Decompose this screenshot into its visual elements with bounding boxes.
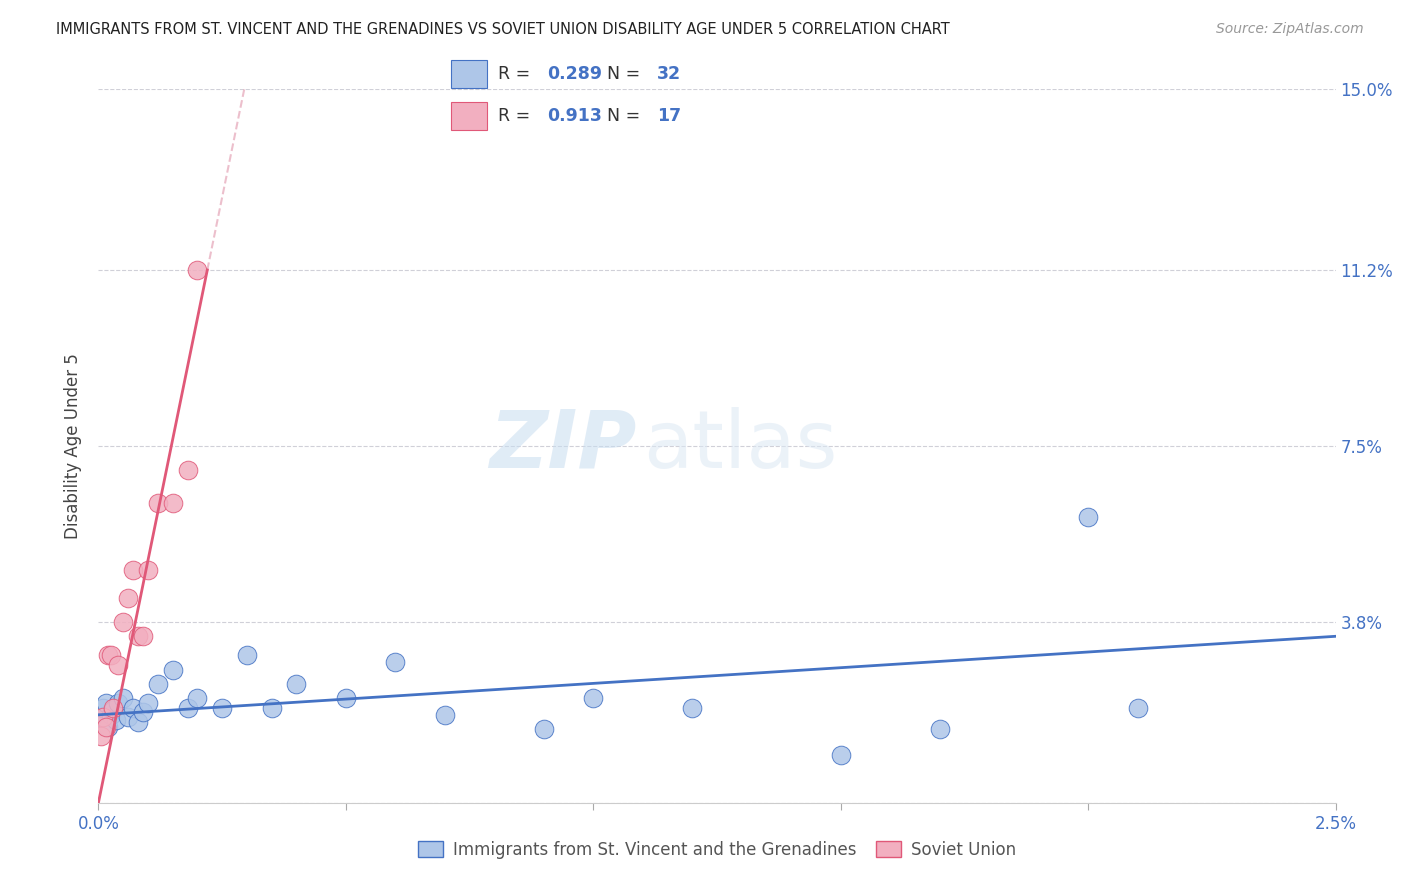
- Text: IMMIGRANTS FROM ST. VINCENT AND THE GRENADINES VS SOVIET UNION DISABILITY AGE UN: IMMIGRANTS FROM ST. VINCENT AND THE GREN…: [56, 22, 950, 37]
- Point: [211, 700, 233, 714]
- Point: [112, 691, 135, 706]
- Point: [117, 591, 139, 606]
- Text: 32: 32: [657, 65, 681, 84]
- Point: [533, 722, 555, 736]
- Point: [93, 710, 115, 724]
- Point: [681, 700, 703, 714]
- Legend: Immigrants from St. Vincent and the Grenadines, Soviet Union: Immigrants from St. Vincent and the Gren…: [411, 835, 1024, 866]
- Point: [97, 648, 120, 663]
- Point: [1077, 510, 1099, 524]
- Point: [90, 729, 112, 743]
- Point: [90, 710, 112, 724]
- Point: [433, 707, 456, 722]
- Point: [107, 657, 129, 672]
- Text: ZIP: ZIP: [489, 407, 637, 485]
- Y-axis label: Disability Age Under 5: Disability Age Under 5: [65, 353, 83, 539]
- Point: [830, 748, 852, 763]
- Point: [127, 714, 149, 729]
- Point: [1126, 700, 1149, 714]
- Point: [107, 696, 129, 710]
- Point: [146, 496, 169, 510]
- FancyBboxPatch shape: [451, 61, 486, 88]
- Point: [162, 663, 184, 677]
- Text: R =: R =: [498, 106, 536, 125]
- Point: [103, 703, 125, 717]
- Point: [384, 656, 406, 670]
- Point: [928, 722, 950, 736]
- Point: [122, 563, 145, 577]
- Text: 17: 17: [657, 106, 681, 125]
- Point: [94, 696, 117, 710]
- Point: [94, 720, 117, 734]
- Point: [236, 648, 259, 663]
- Point: [260, 700, 283, 714]
- Point: [176, 463, 198, 477]
- Point: [162, 496, 184, 510]
- Text: Source: ZipAtlas.com: Source: ZipAtlas.com: [1216, 22, 1364, 37]
- Point: [117, 710, 139, 724]
- Text: atlas: atlas: [643, 407, 837, 485]
- Point: [136, 696, 159, 710]
- Point: [97, 720, 120, 734]
- Text: 0.913: 0.913: [547, 106, 602, 125]
- Point: [186, 691, 208, 706]
- Point: [104, 713, 127, 727]
- Text: 0.289: 0.289: [547, 65, 602, 84]
- Point: [335, 691, 357, 706]
- Point: [176, 700, 198, 714]
- Text: R =: R =: [498, 65, 536, 84]
- Point: [186, 263, 208, 277]
- Point: [136, 563, 159, 577]
- Point: [93, 700, 115, 714]
- Text: N =: N =: [607, 65, 647, 84]
- Point: [103, 700, 125, 714]
- Point: [100, 648, 122, 663]
- FancyBboxPatch shape: [451, 102, 486, 129]
- Point: [285, 677, 308, 691]
- Point: [122, 700, 145, 714]
- Point: [132, 706, 155, 720]
- Point: [127, 629, 149, 643]
- Point: [582, 691, 605, 706]
- Point: [146, 677, 169, 691]
- Point: [132, 629, 155, 643]
- Point: [112, 615, 135, 629]
- Text: N =: N =: [607, 106, 647, 125]
- Point: [100, 707, 122, 722]
